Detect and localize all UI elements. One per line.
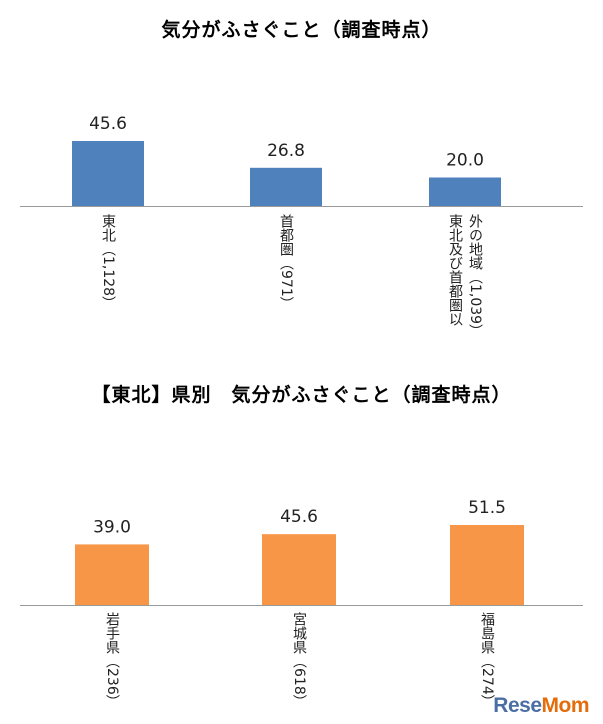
bar [450, 525, 524, 605]
chart-title: 【東北】県別 気分がふさぐこと（調査時点） [91, 384, 512, 406]
bar [429, 177, 501, 206]
bar [75, 544, 149, 605]
data-label: 45.6 [89, 114, 127, 134]
category-label: 東北（1,128） [100, 214, 116, 310]
category-label: 東北及び首都圏以 [447, 214, 463, 326]
data-label: 26.8 [267, 141, 305, 161]
category-label: 福島県（274） [479, 612, 495, 709]
chart-region-tohoku: 【東北】県別 気分がふさぐこと（調査時点） 39.0 岩手県（236） 45.6 宮城… [0, 360, 603, 724]
bar [262, 534, 336, 605]
chart-title: 気分がふさぐこと（調査時点） [161, 19, 442, 41]
bar-chart-tohoku-prefectures: 39.0 岩手県（236） 45.6 宮城県（618） 51.5 福島県（274） [20, 498, 583, 709]
resemom-logo: ReseMom [493, 694, 589, 717]
category-label: 岩手県（236） [104, 612, 120, 709]
chart-region-all: 気分がふさぐこと（調査時点） 45.6 東北（1,128） 26.8 首都圏（971）… [0, 0, 603, 360]
data-label: 51.5 [468, 498, 506, 518]
category-label: 宮城県（618） [291, 612, 307, 709]
data-label: 45.6 [280, 507, 318, 527]
bar [250, 167, 322, 206]
data-label: 39.0 [93, 517, 131, 537]
data-label: 20.0 [446, 150, 484, 170]
category-label: 外の地域（1,039） [467, 214, 483, 338]
bar [72, 141, 144, 206]
category-label: 首都圏（971） [278, 214, 294, 311]
bar-chart-all-regions: 45.6 東北（1,128） 26.8 首都圏（971） 20.0 東北及び首都圏以 外の地… [20, 114, 583, 338]
